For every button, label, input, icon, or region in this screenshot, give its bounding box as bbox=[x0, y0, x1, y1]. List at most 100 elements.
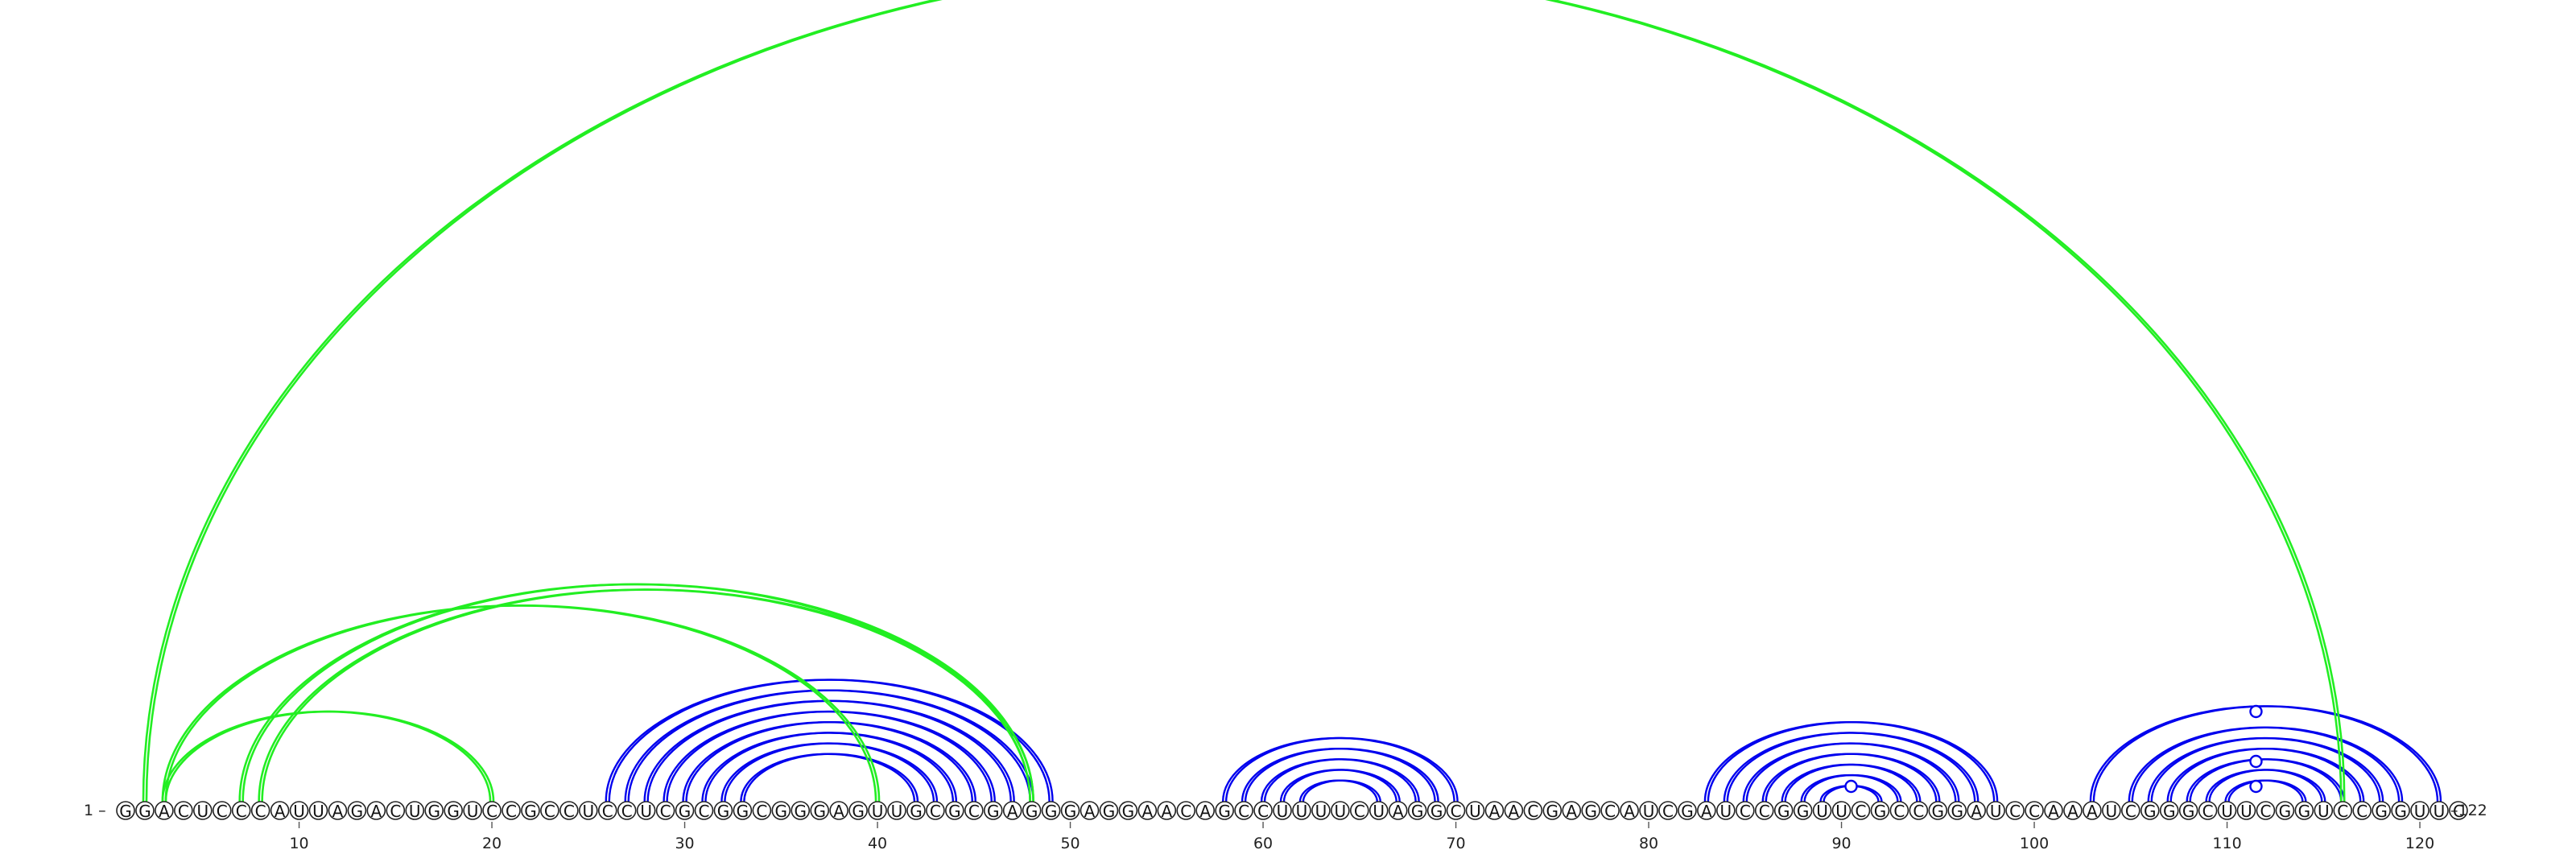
nucleotide-letter: G bbox=[1584, 802, 1597, 821]
nucleotide-circle bbox=[597, 801, 617, 820]
nucleotide-letter: U bbox=[1296, 802, 1308, 821]
nucleotide-letter: C bbox=[1527, 802, 1538, 821]
nucleotide-letter: G bbox=[2394, 802, 2407, 821]
nucleotide-circle bbox=[270, 801, 290, 820]
nucleotide-letter: G bbox=[775, 802, 788, 821]
nucleotide-letter: C bbox=[486, 802, 497, 821]
nucleotide-circle bbox=[1350, 801, 1369, 820]
nucleotide-circle bbox=[1947, 801, 1967, 820]
nucleotide-circle bbox=[926, 801, 945, 820]
nucleotide-circle bbox=[1215, 801, 1234, 820]
blue-pair-arc-59-69 bbox=[1241, 747, 1436, 802]
nucleotide-letter: C bbox=[2260, 802, 2271, 821]
nucleotide-letter: G bbox=[2182, 802, 2195, 821]
axis-tick-label: 80 bbox=[1639, 835, 1658, 852]
nucleotide-circle bbox=[2102, 801, 2121, 820]
nucleotide-circle bbox=[1253, 801, 1273, 820]
nucleotide-letter: G bbox=[813, 802, 826, 821]
nucleotide-letter: C bbox=[1257, 802, 1269, 821]
green-pair-arc-3-20 bbox=[161, 710, 492, 802]
nucleotide-circle bbox=[1368, 801, 1389, 820]
nucleotide-letter: A bbox=[1142, 802, 1154, 821]
nucleotide-circle bbox=[791, 801, 811, 820]
blue-pair-arc-107-117-outer bbox=[2169, 747, 2365, 802]
blue-pair-arc-33-42 bbox=[740, 753, 916, 802]
nucleotide-circle bbox=[250, 801, 270, 820]
nucleotide-letter: U bbox=[1315, 802, 1327, 821]
nucleotide-letter: A bbox=[1566, 802, 1577, 821]
nucleotide-circle bbox=[636, 801, 656, 820]
nucleotide-circle bbox=[1542, 801, 1563, 820]
nucleotide-circle bbox=[1331, 801, 1350, 820]
nucleotide-circle bbox=[193, 801, 213, 820]
nucleotide-letter: A bbox=[1509, 802, 1520, 821]
nucleotide-letter: G bbox=[2279, 802, 2292, 821]
nucleotide-circle bbox=[2294, 801, 2314, 820]
nucleotide-circle bbox=[1080, 801, 1100, 820]
nucleotide-letter: U bbox=[1469, 802, 1481, 821]
nucleotide-letter: G bbox=[1546, 802, 1559, 821]
axis-tick-label: 110 bbox=[2212, 835, 2241, 852]
nucleotide-letter: G bbox=[1797, 802, 1810, 821]
nucleotide-circle bbox=[1002, 801, 1022, 820]
nucleotide-circle bbox=[1099, 801, 1119, 820]
nucleotide-circle bbox=[1716, 801, 1736, 820]
nucleotide-letter: G bbox=[717, 802, 730, 821]
nucleotide-letter: G bbox=[1874, 802, 1887, 821]
nucleotide-circle bbox=[1388, 801, 1408, 820]
blue-pair-arc-62-66-outer bbox=[1302, 779, 1381, 802]
nucleotide-circle bbox=[1157, 801, 1177, 820]
nucleotide-letter: U bbox=[196, 802, 208, 821]
nucleotide-letter: G bbox=[1681, 802, 1694, 821]
nucleotide-circle bbox=[386, 801, 406, 820]
blue-pair-arc-33-42-outer bbox=[743, 753, 919, 802]
nucleotide-letter: C bbox=[1913, 802, 1924, 821]
nucleotide-letter: A bbox=[1624, 802, 1635, 821]
nucleotide-circle bbox=[2314, 801, 2334, 820]
nucleotide-circle bbox=[2275, 801, 2295, 820]
nucleotide-letter: G bbox=[910, 802, 923, 821]
nucleotide-letter: U bbox=[1277, 802, 1289, 821]
nucleotide-circle bbox=[2140, 801, 2160, 820]
nucleotide-letter: G bbox=[524, 802, 537, 821]
nucleotide-circle bbox=[1639, 801, 1658, 820]
blue-pair-arc-107-117 bbox=[2166, 747, 2362, 802]
nucleotide-circle bbox=[328, 801, 348, 820]
nucleotide-letter: U bbox=[582, 802, 594, 821]
nucleotide-circle bbox=[1967, 801, 1986, 820]
nucleotide-letter: C bbox=[1604, 802, 1616, 821]
nucleotide-circle bbox=[2121, 801, 2140, 820]
blue-pair-arc-83-98-outer bbox=[1707, 721, 1999, 802]
nucleotide-letter: C bbox=[2029, 802, 2040, 821]
green-pair-arc-2-116-outer bbox=[145, 0, 2346, 802]
nucleotide-letter: U bbox=[2106, 802, 2118, 821]
nucleotide-circle bbox=[2449, 801, 2468, 820]
nucleotide-letter: G bbox=[1064, 802, 1077, 821]
nucleotide-letter: C bbox=[756, 802, 767, 821]
nucleotide-letter: G bbox=[987, 802, 1000, 821]
blue-pair-arc-32-43 bbox=[720, 742, 935, 802]
nucleotide-letter: C bbox=[1451, 802, 1462, 821]
blue-pair-arc-31-44-outer bbox=[704, 732, 958, 802]
nucleotide-circle bbox=[559, 801, 579, 820]
nucleotide-letter: C bbox=[1759, 802, 1770, 821]
nucleotide-circle bbox=[1831, 801, 1852, 820]
nucleotide-letter: C bbox=[1856, 802, 1867, 821]
nucleotide-letter: U bbox=[2434, 802, 2446, 821]
blue-pair-arc-103-121 bbox=[2089, 705, 2439, 802]
nucleotide-circle bbox=[1465, 801, 1485, 820]
nucleotide-circle bbox=[2236, 801, 2256, 820]
nucleotide-letter: G bbox=[1122, 802, 1135, 821]
blue-pair-arc-106-118-outer bbox=[2150, 736, 2384, 802]
nucleotide-circle bbox=[578, 801, 598, 820]
blue-pair-arc-86-95 bbox=[1761, 753, 1938, 802]
nucleotide-circle bbox=[1176, 801, 1196, 820]
nucleotide-letter: U bbox=[1990, 802, 2002, 821]
nucleotide-circle bbox=[502, 801, 521, 820]
nucleotide-circle bbox=[1118, 801, 1138, 820]
nucleotide-circle bbox=[424, 801, 444, 820]
nucleotide-circle bbox=[906, 801, 926, 820]
nucleotide-letter: C bbox=[255, 802, 266, 821]
